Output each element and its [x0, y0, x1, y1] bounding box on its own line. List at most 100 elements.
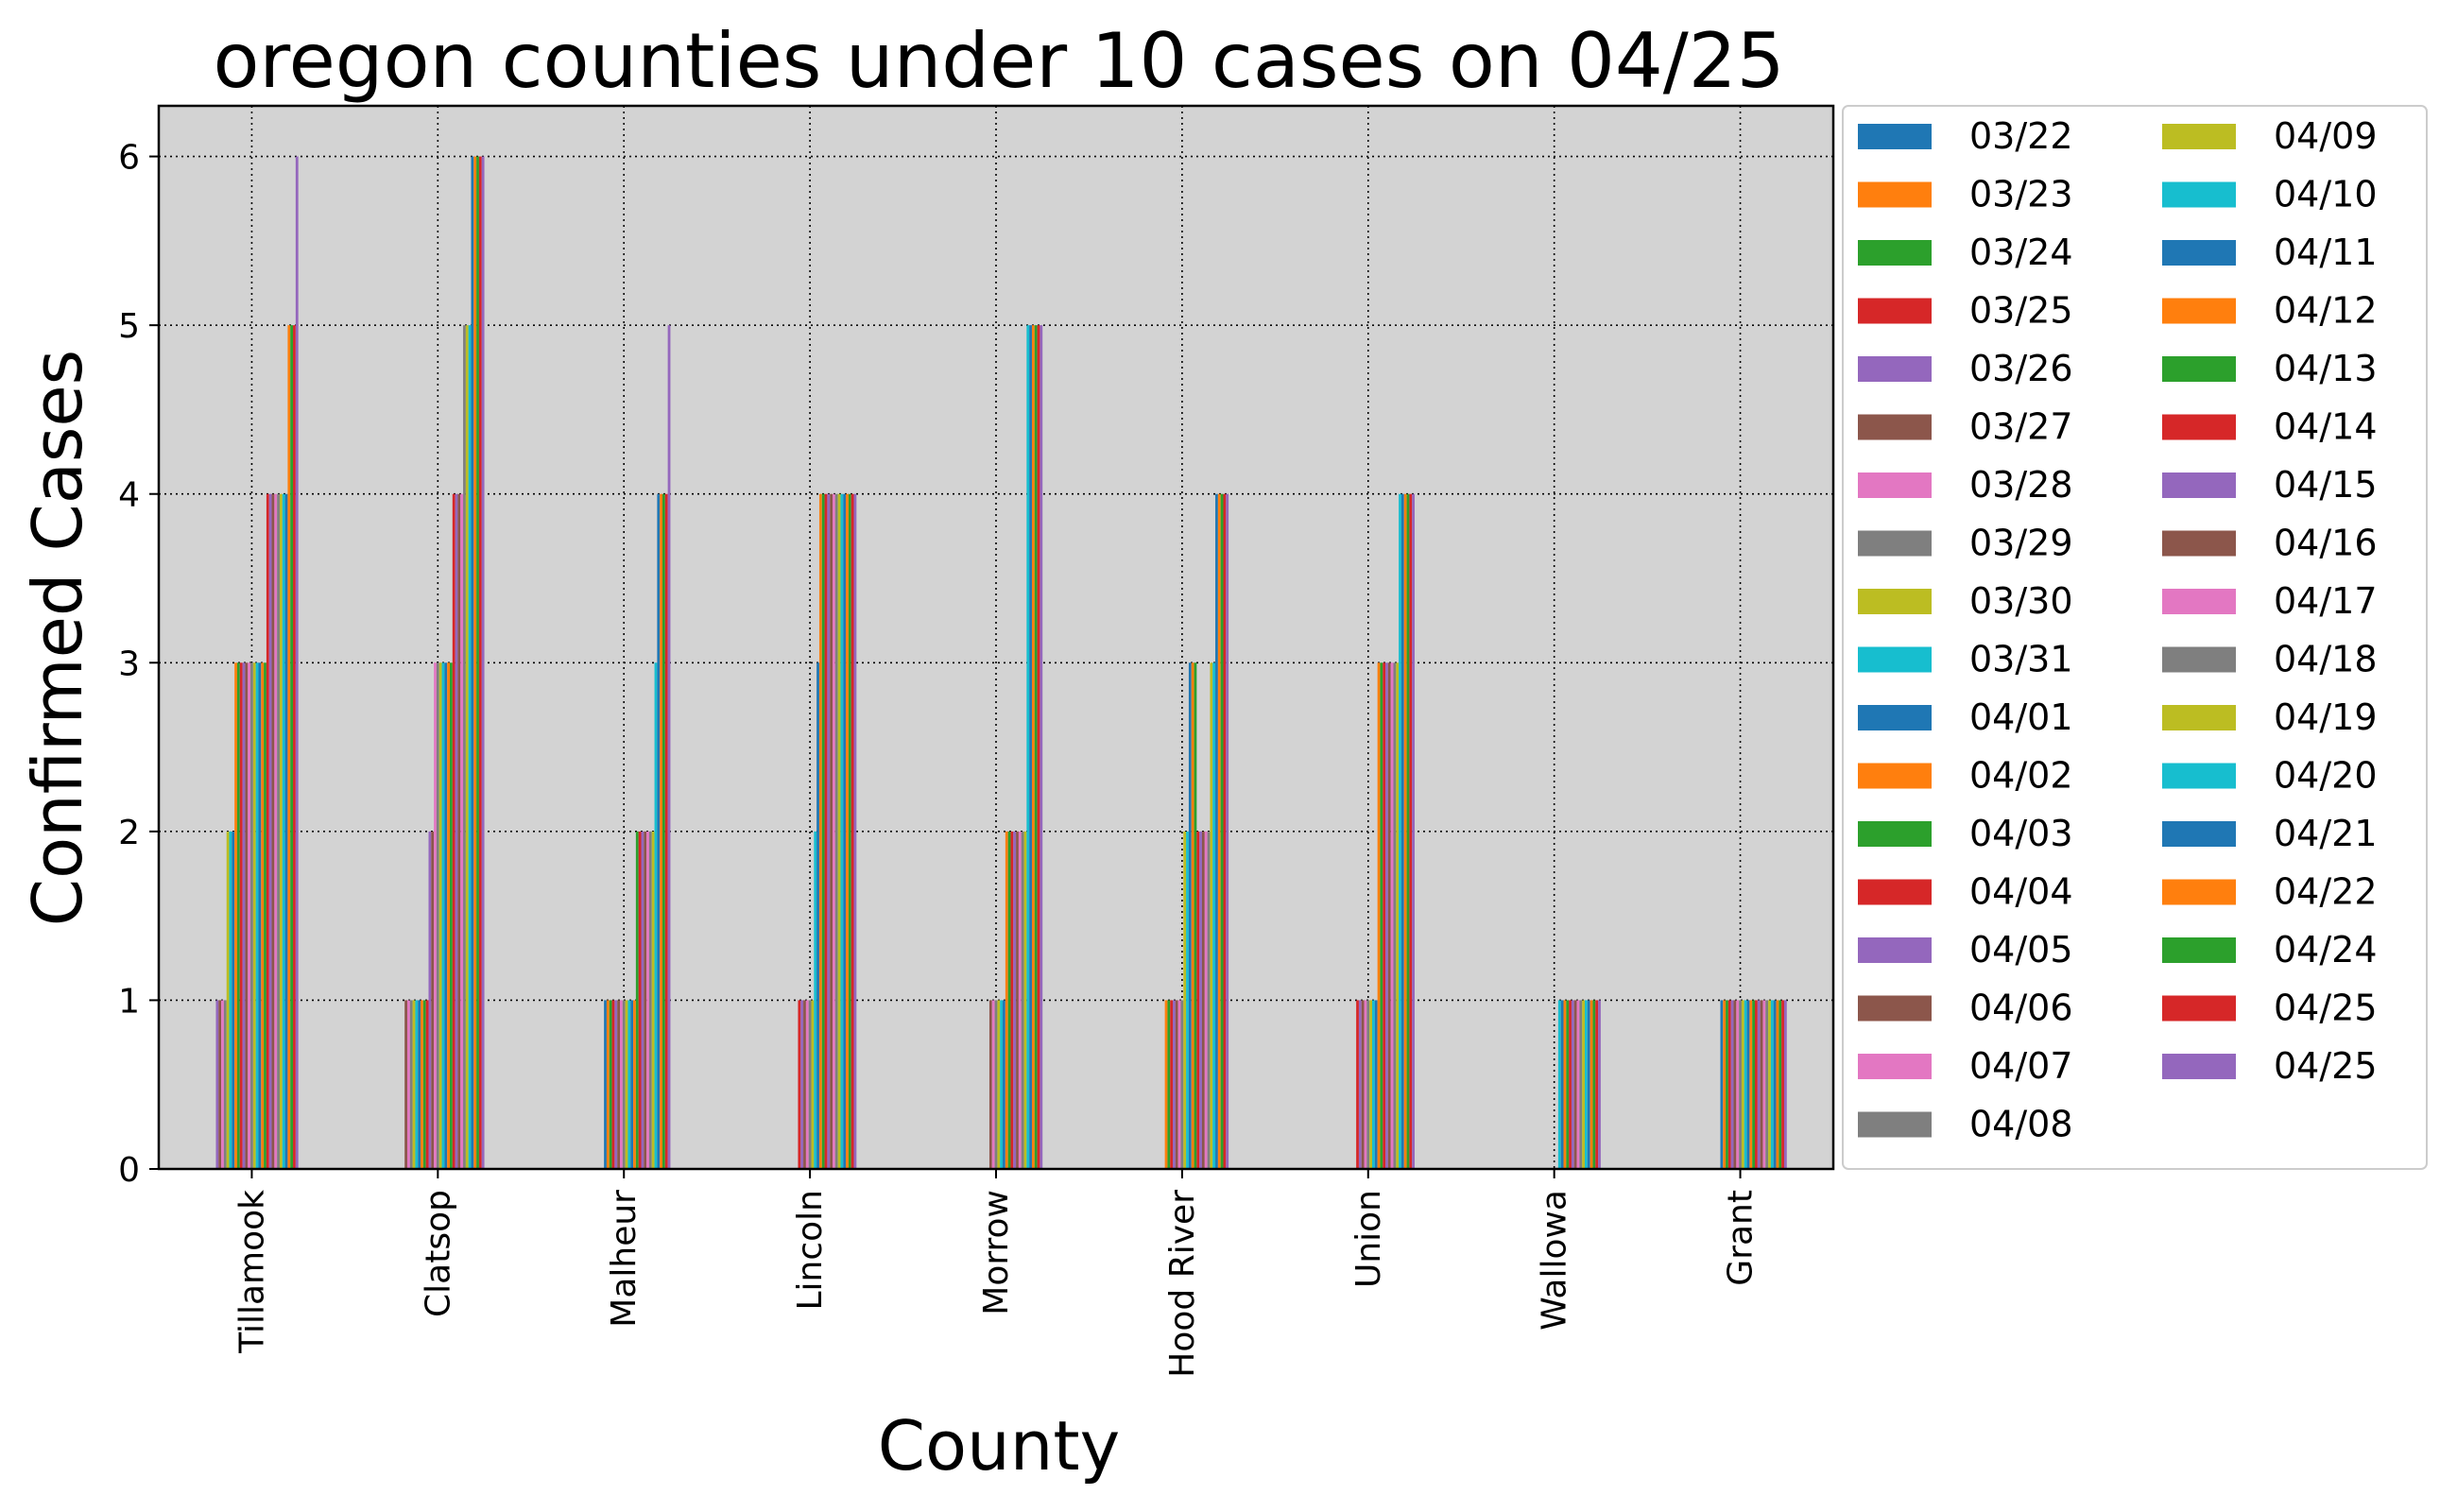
bar: [1366, 1000, 1370, 1169]
bar: [438, 662, 442, 1169]
bar: [478, 156, 482, 1170]
legend-label: 04/13: [2274, 348, 2378, 389]
legend-swatch: [1858, 240, 1932, 266]
bar: [481, 156, 485, 1170]
legend-label: 04/04: [1969, 871, 2073, 913]
x-tick-label: Union: [1349, 1190, 1388, 1288]
x-axis-label: County: [878, 1406, 1120, 1486]
bar: [800, 1000, 804, 1169]
legend-swatch: [1858, 472, 1932, 498]
bar: [261, 662, 265, 1169]
bar: [1212, 662, 1216, 1169]
bar: [1164, 1000, 1168, 1169]
legend-swatch: [2162, 298, 2236, 324]
bar: [1167, 1000, 1171, 1169]
bar: [1744, 1000, 1747, 1169]
x-axis-ticks: Tillamook Clatsop Malheur Lincoln Morrow Hood…: [232, 1169, 1761, 1378]
bar: [221, 1000, 224, 1169]
legend-swatch: [2162, 414, 2236, 440]
legend-label: 04/12: [2274, 290, 2378, 332]
legend-swatch: [2162, 530, 2236, 557]
legend-label: 04/05: [1969, 929, 2073, 971]
bar: [1026, 325, 1030, 1170]
legend-swatch: [1858, 414, 1932, 440]
bar: [1749, 1000, 1753, 1169]
legend-swatch: [2162, 589, 2236, 614]
legend-swatch: [1858, 821, 1932, 847]
legend-label: 03/30: [1969, 580, 2073, 622]
legend-label: 03/28: [1969, 464, 2073, 506]
legend-label: 04/24: [2274, 929, 2378, 971]
legend-swatch: [1858, 181, 1932, 208]
bar: [277, 493, 280, 1169]
bar: [1000, 1000, 1004, 1169]
bar: [808, 1000, 812, 1169]
legend-label: 04/01: [1969, 696, 2073, 738]
bar: [1223, 493, 1227, 1169]
bar: [431, 831, 435, 1169]
bar: [627, 1000, 631, 1169]
bar: [811, 1000, 815, 1169]
legend-label: 04/16: [2274, 523, 2378, 564]
bar: [622, 1000, 626, 1169]
bar: [268, 493, 272, 1169]
legend-swatch: [2162, 181, 2236, 208]
legend-label: 03/27: [1969, 406, 2073, 448]
legend-swatch: [2162, 995, 2236, 1022]
x-tick-label: Morrow: [977, 1190, 1016, 1315]
bar: [606, 1000, 610, 1169]
bar: [1563, 1000, 1567, 1169]
bar: [1579, 1000, 1583, 1169]
bar: [1390, 662, 1394, 1169]
legend-swatch: [1858, 298, 1932, 324]
bar: [274, 493, 278, 1169]
legend-label: 04/21: [2274, 813, 2378, 854]
bar: [282, 493, 285, 1169]
bar: [1005, 831, 1008, 1169]
bar: [1746, 1000, 1750, 1169]
bar: [818, 493, 822, 1169]
x-tick-label: Hood River: [1163, 1190, 1202, 1378]
bar: [1383, 662, 1386, 1169]
bar: [635, 831, 639, 1169]
bar: [1762, 1000, 1766, 1169]
bar: [625, 1000, 628, 1169]
bar: [1204, 831, 1208, 1169]
bar: [848, 493, 851, 1169]
bar: [1016, 831, 1019, 1169]
bar: [833, 493, 835, 1169]
bar: [1029, 325, 1032, 1170]
bar: [250, 662, 253, 1169]
bar: [1385, 662, 1388, 1169]
bar: [1396, 662, 1400, 1169]
bar: [258, 662, 262, 1169]
bar: [264, 662, 266, 1169]
bar: [1173, 1000, 1176, 1169]
bar: [662, 493, 665, 1169]
bar: [1778, 1000, 1782, 1169]
bar: [452, 493, 455, 1169]
bar: [1752, 1000, 1756, 1169]
x-tick-label: Clatsop: [419, 1190, 457, 1317]
bar: [1186, 831, 1189, 1169]
bar: [255, 662, 259, 1169]
bar: [798, 1000, 801, 1169]
bar: [1358, 1000, 1362, 1169]
bar: [229, 831, 232, 1169]
bar: [1037, 325, 1040, 1170]
bar: [1582, 1000, 1586, 1169]
bar: [830, 493, 833, 1169]
legend-label: 04/09: [2274, 115, 2378, 157]
bar: [609, 1000, 612, 1169]
bar: [1380, 662, 1383, 1169]
bar: [1412, 493, 1415, 1169]
bar: [223, 1000, 227, 1169]
bar: [1399, 493, 1401, 1169]
bar: [991, 1000, 995, 1169]
bar: [654, 662, 658, 1169]
bar: [279, 493, 283, 1169]
bar: [617, 1000, 621, 1169]
bar: [1770, 1000, 1774, 1169]
bar: [824, 493, 828, 1169]
